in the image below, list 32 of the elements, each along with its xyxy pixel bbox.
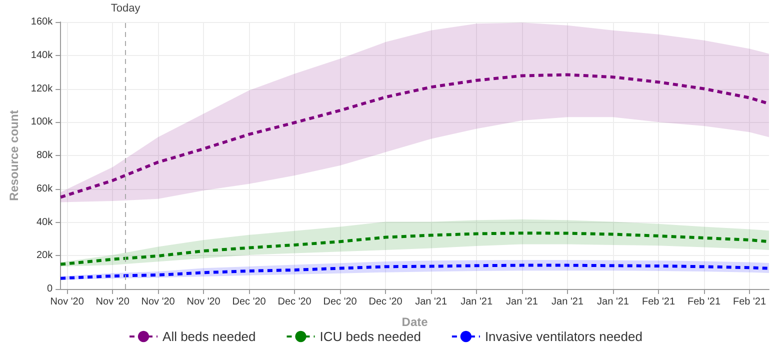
x-tick-label: Feb '21 — [687, 296, 721, 308]
x-tick-label: Dec '20 — [368, 296, 403, 308]
y-tick-label: 80k — [36, 150, 54, 161]
ref-line-label: Today — [110, 2, 141, 14]
y-tick-label: 20k — [36, 250, 54, 262]
x-tick-label: Dec '20 — [278, 296, 312, 308]
x-tick-label: Feb '21 — [732, 296, 766, 308]
x-axis-title: Date — [402, 315, 428, 329]
x-tick-label: Nov '20 — [50, 296, 84, 308]
x-tick-label: Jan '21 — [460, 296, 493, 308]
legend-label: Invasive ventilators needed — [484, 329, 642, 344]
x-tick-label: Jan '21 — [552, 296, 584, 308]
y-tick-label: 160k — [30, 16, 54, 28]
line-series — [59, 264, 770, 280]
y-tick-label: 40k — [36, 216, 54, 228]
x-tick-label: Nov '20 — [96, 296, 130, 308]
y-tick-label: 100k — [30, 116, 54, 128]
y-tick-label: 140k — [30, 50, 54, 61]
x-tick-label: Jan '21 — [506, 296, 538, 308]
x-tick-label: Feb '21 — [642, 296, 676, 308]
x-tick-label: Dec '20 — [323, 296, 358, 308]
y-tick-label: 60k — [36, 183, 54, 194]
y-tick-label: 0 — [47, 284, 54, 294]
x-tick-label: Dec '20 — [232, 296, 266, 308]
y-tick-label: 120k — [30, 83, 54, 94]
legend-label: All beds needed — [162, 329, 256, 344]
x-tick-label: Nov '20 — [141, 296, 176, 308]
y-axis-title: Resource count — [7, 110, 21, 201]
legend-label: ICU beds needed — [320, 329, 421, 344]
x-tick-label: Nov '20 — [186, 296, 221, 308]
x-tick-label: Jan '21 — [415, 296, 448, 308]
x-tick-label: Jan '21 — [597, 296, 630, 308]
